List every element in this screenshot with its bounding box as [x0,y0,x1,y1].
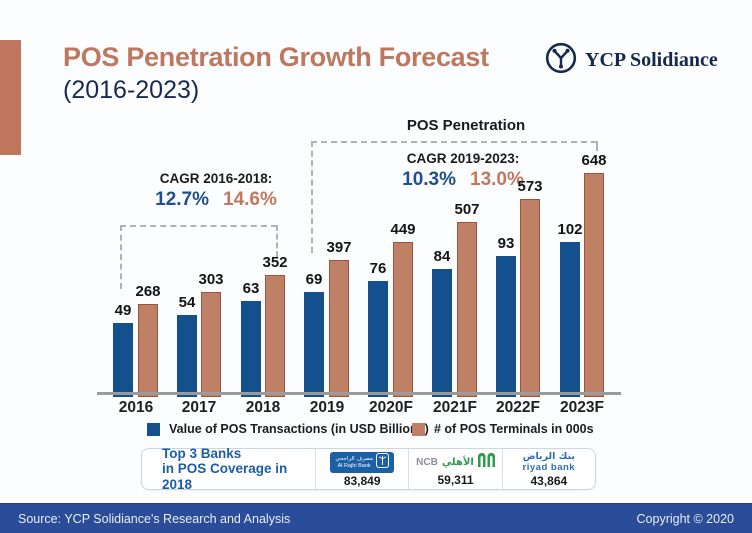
bar-terminals-2018 [265,275,285,397]
bar-transactions-2016 [113,323,133,397]
bar-transactions-2023F [560,242,580,397]
x-axis-label-2021F: 2021F [433,399,477,416]
ncb-arches-icon [477,453,495,472]
bar-terminals-2020F [393,242,413,397]
cagr-2019-2023-block: CAGR 2019-2023: 10.3% 13.0% [386,151,540,191]
bracket-2016-2018-top [120,225,277,227]
top-banks-title-line2: in POS Coverage in 2018 [162,461,288,492]
bar-value-transactions-2020F: 76 [369,260,387,277]
page-title: POS Penetration Growth Forecast [63,42,489,72]
bar-transactions-2020F [368,281,388,397]
footer-bar: Source: YCP Solidiance's Research and An… [0,503,752,533]
ycp-logo-icon [545,42,577,79]
al-rajhi-arabic-text: مصرف الراجحي [335,455,373,462]
x-axis-label-2017: 2017 [181,399,217,416]
bar-transactions-2022F [496,256,516,397]
copyright-note: Copyright © 2020 [636,511,734,526]
bar-terminals-2016 [138,304,158,397]
bracket-2019-2023-left [311,141,313,253]
bar-value-transactions-2023F: 102 [557,221,583,238]
ncb-bank-logo: NCB الأهلي [416,453,495,472]
bar-transactions-2019 [304,292,324,397]
bar-value-transactions-2016: 49 [114,302,132,319]
ncb-latin-text: NCB [416,457,438,468]
top-banks-title-line1: Top 3 Banks [162,445,242,461]
bar-value-transactions-2022F: 93 [497,235,515,252]
x-axis-label-2018: 2018 [245,399,281,416]
riyad-arabic-text: بنك الرياض [522,451,575,463]
x-axis-label-2020F: 2020F [369,399,413,416]
chart-title: POS Penetration [406,117,526,134]
x-axis-line [97,392,621,395]
bank-cell-al-rajhi: مصرف الراجحي Al Rajhi Bank 83 [315,449,408,489]
ycp-solidiance-logo: YCP Solidiance [545,42,718,79]
bar-terminals-2017 [201,292,221,397]
legend-item-terminals: # of POS Terminals in 000s [412,422,594,436]
page-subtitle: (2016-2023) [63,76,200,104]
bar-value-terminals-2018: 352 [262,254,288,271]
bar-value-terminals-2021F: 507 [454,201,480,218]
cagr-2016-2018-label: CAGR 2016-2018: [159,171,273,186]
legend-label-terminals: # of POS Terminals in 000s [434,422,594,436]
bar-value-transactions-2017: 54 [178,294,196,311]
bar-value-terminals-2020F: 449 [390,221,416,238]
bar-transactions-2021F [432,269,452,397]
cagr-2019-2023-label: CAGR 2019-2023: [406,151,520,166]
legend-label-transactions: Value of POS Transactions (in USD Billio… [169,422,429,436]
bar-value-transactions-2019: 69 [305,271,323,288]
cagr-2016-2018-block: CAGR 2016-2018: 12.7% 14.6% [146,171,286,211]
bar-value-transactions-2021F: 84 [433,248,451,265]
bar-value-terminals-2022F: 573 [517,178,543,195]
legend-item-transactions: Value of POS Transactions (in USD Billio… [147,422,429,436]
bar-value-terminals-2019: 397 [326,239,352,256]
x-axis-label-2016: 2016 [118,399,154,416]
cagr-2019-2023-blue-value: 10.3% [402,169,456,190]
bank-cell-riyad: بنك الرياض riyad bank 43,864 [501,449,595,489]
riyad-pos-count: 43,864 [530,473,568,488]
riyad-latin-text: riyad bank [522,461,576,473]
x-axis-label-2022F: 2022F [496,399,540,416]
al-rajhi-latin-text: Al Rajhi Bank [337,462,371,469]
ncb-pos-count: 59,311 [437,473,474,487]
x-axis-label-2019: 2019 [309,399,345,416]
bar-terminals-2021F [457,222,477,397]
bank-cell-ncb: NCB الأهلي 59,311 [408,449,501,489]
x-axis-label-2023F: 2023F [560,399,604,416]
riyad-bank-logo: بنك الرياض riyad bank [522,451,576,473]
source-note: Source: YCP Solidiance's Research and An… [18,511,291,526]
bar-transactions-2017 [177,315,197,397]
bar-value-terminals-2017: 303 [198,271,224,288]
ycp-logo-text: YCP Solidiance [585,49,718,71]
bar-terminals-2023F [584,173,604,397]
bar-transactions-2018 [241,301,261,397]
bar-value-transactions-2018: 63 [242,280,260,297]
al-rajhi-bank-logo: مصرف الراجحي Al Rajhi Bank [330,452,395,473]
cagr-2016-2018-salmon-value: 14.6% [223,189,277,210]
al-rajhi-palm-icon [375,452,389,473]
ncb-arabic-text: الأهلي [441,457,474,468]
legend-swatch-blue [147,422,160,436]
bracket-2019-2023-top [311,141,597,143]
bar-value-terminals-2016: 268 [135,283,161,300]
al-rajhi-pos-count: 83,849 [343,474,381,488]
bar-terminals-2019 [329,260,349,397]
top-banks-title: Top 3 Banks in POS Coverage in 2018 [142,445,315,492]
cagr-2019-2023-salmon-value: 13.0% [470,169,524,190]
top-banks-panel: Top 3 Banks in POS Coverage in 2018 مصرف… [141,445,596,492]
cagr-2016-2018-blue-value: 12.7% [155,189,209,210]
bar-value-terminals-2023F: 648 [581,152,607,169]
bracket-2019-2023-right [596,141,598,151]
bar-terminals-2022F [520,199,540,397]
accent-bar [0,40,21,155]
legend-swatch-salmon [412,422,425,436]
bracket-2016-2018-left [120,225,122,289]
bracket-2016-2018-right [276,225,278,257]
